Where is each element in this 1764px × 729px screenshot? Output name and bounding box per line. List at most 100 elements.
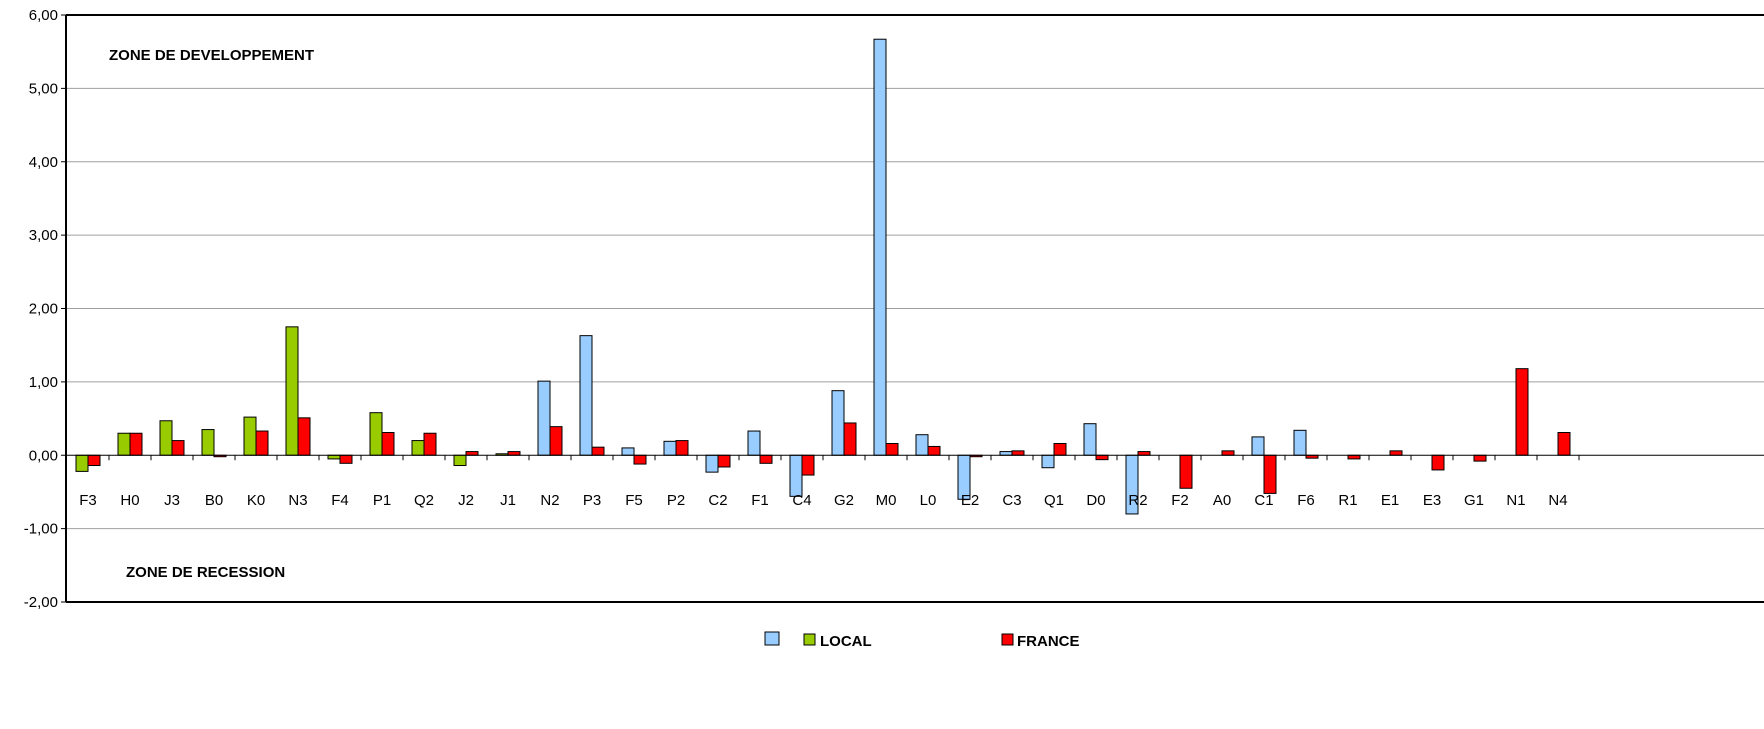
grid-layer	[66, 87, 1764, 530]
bar-france-G2	[843, 422, 857, 456]
y-tick-label: 4,00	[29, 154, 58, 171]
bars-layer	[75, 38, 1571, 515]
category-label-B0: B0	[205, 492, 223, 509]
category-label-G1: G1	[1464, 492, 1484, 509]
category-label-F3: F3	[79, 492, 97, 509]
bar-france-N4	[1557, 432, 1571, 456]
category-label-P3: P3	[583, 492, 601, 509]
bar-france-F4	[339, 454, 353, 464]
bar-france-D0	[1095, 454, 1109, 461]
category-label-E2: E2	[961, 492, 979, 509]
category-label-K0: K0	[247, 492, 265, 509]
bar-france-Q1	[1053, 443, 1067, 456]
bar-france-C3	[1011, 450, 1025, 456]
bar-local-J3	[159, 420, 173, 456]
bar-local-C1	[1251, 436, 1265, 456]
bar-local-F5	[621, 447, 635, 456]
y-tick-label: -2,00	[24, 594, 58, 611]
bar-local-C3	[999, 451, 1013, 456]
bar-france-G1	[1473, 454, 1487, 462]
bar-local-G2	[831, 390, 845, 456]
bar-france-J2	[465, 451, 479, 456]
bar-france-F1	[759, 454, 773, 464]
bar-local-C4	[789, 454, 803, 497]
y-tick-label: -1,00	[24, 521, 58, 538]
bar-local-P2	[663, 440, 677, 456]
category-label-R1: R1	[1338, 492, 1357, 509]
category-label-C3: C3	[1002, 492, 1021, 509]
bar-france-N3	[297, 417, 311, 456]
category-label-R2: R2	[1128, 492, 1147, 509]
bar-france-P1	[381, 432, 395, 456]
category-label-N2: N2	[540, 492, 559, 509]
legend-local-swatch-blue	[764, 631, 780, 646]
y-tick-label: 5,00	[29, 80, 58, 97]
bar-local-J2	[453, 454, 467, 467]
bar-france-K0	[255, 430, 269, 456]
bar-france-C4	[801, 454, 815, 476]
bar-local-Q1	[1041, 454, 1055, 469]
category-label-J1: J1	[500, 492, 516, 509]
zone-bottom-annotation: ZONE DE RECESSION	[126, 564, 285, 581]
category-label-A0: A0	[1213, 492, 1231, 509]
category-label-Q2: Q2	[414, 492, 434, 509]
category-label-J2: J2	[458, 492, 474, 509]
bar-local-M0	[873, 38, 887, 456]
bar-local-N3	[285, 326, 299, 456]
y-tick-label: 2,00	[29, 301, 58, 318]
bar-local-H0	[117, 432, 131, 456]
bar-france-J1	[507, 451, 521, 456]
category-label-C2: C2	[708, 492, 727, 509]
bar-local-F3	[75, 454, 89, 472]
bar-local-D0	[1083, 423, 1097, 456]
bar-france-N1	[1515, 368, 1529, 456]
legend: LOCAL FRANCE	[764, 631, 1080, 650]
category-label-C1: C1	[1254, 492, 1273, 509]
legend-local-swatch-green	[803, 633, 816, 646]
category-label-F6: F6	[1297, 492, 1315, 509]
bar-france-C2	[717, 454, 731, 468]
category-label-P1: P1	[373, 492, 391, 509]
category-label-J3: J3	[164, 492, 180, 509]
category-label-M0: M0	[876, 492, 897, 509]
bar-local-F1	[747, 430, 761, 456]
bar-local-C2	[705, 454, 719, 473]
bar-france-L0	[927, 445, 941, 456]
bar-france-N2	[549, 426, 563, 456]
bar-local-F4	[327, 454, 341, 460]
bar-france-R1	[1347, 454, 1361, 460]
labels-layer: -2,00 -1,00 0,00 1,00 2,00 3,00 4,00 5,00 6,00 F3…	[24, 7, 1568, 611]
y-tick-label: 3,00	[29, 227, 58, 244]
bar-local-P1	[369, 412, 383, 456]
bar-local-K0	[243, 416, 257, 456]
y-tick-label: 6,00	[29, 7, 58, 24]
category-label-E1: E1	[1381, 492, 1399, 509]
bar-france-F2	[1179, 454, 1193, 489]
category-label-F4: F4	[331, 492, 349, 509]
bar-france-C1	[1263, 454, 1277, 494]
bar-france-P3	[591, 446, 605, 456]
bar-france-E3	[1431, 454, 1445, 471]
bar-france-J3	[171, 440, 185, 456]
bar-local-P3	[579, 335, 593, 456]
bar-local-L0	[915, 434, 929, 456]
category-label-L0: L0	[920, 492, 937, 509]
category-label-N3: N3	[288, 492, 307, 509]
bar-local-N2	[537, 380, 551, 456]
y-tick-label: 0,00	[29, 447, 58, 464]
category-label-E3: E3	[1423, 492, 1441, 509]
category-label-H0: H0	[120, 492, 139, 509]
category-label-G2: G2	[834, 492, 854, 509]
legend-local-label: LOCAL	[820, 633, 872, 650]
category-label-N4: N4	[1548, 492, 1567, 509]
category-label-Q1: Q1	[1044, 492, 1064, 509]
zone-top-annotation: ZONE DE DEVELOPPEMENT	[109, 47, 314, 64]
bar-local-F6	[1293, 429, 1307, 456]
bar-france-E1	[1389, 450, 1403, 456]
bar-france-A0	[1221, 450, 1235, 456]
category-label-C4: C4	[792, 492, 811, 509]
category-label-F5: F5	[625, 492, 643, 509]
bar-france-H0	[129, 432, 143, 456]
bar-local-Q2	[411, 440, 425, 456]
